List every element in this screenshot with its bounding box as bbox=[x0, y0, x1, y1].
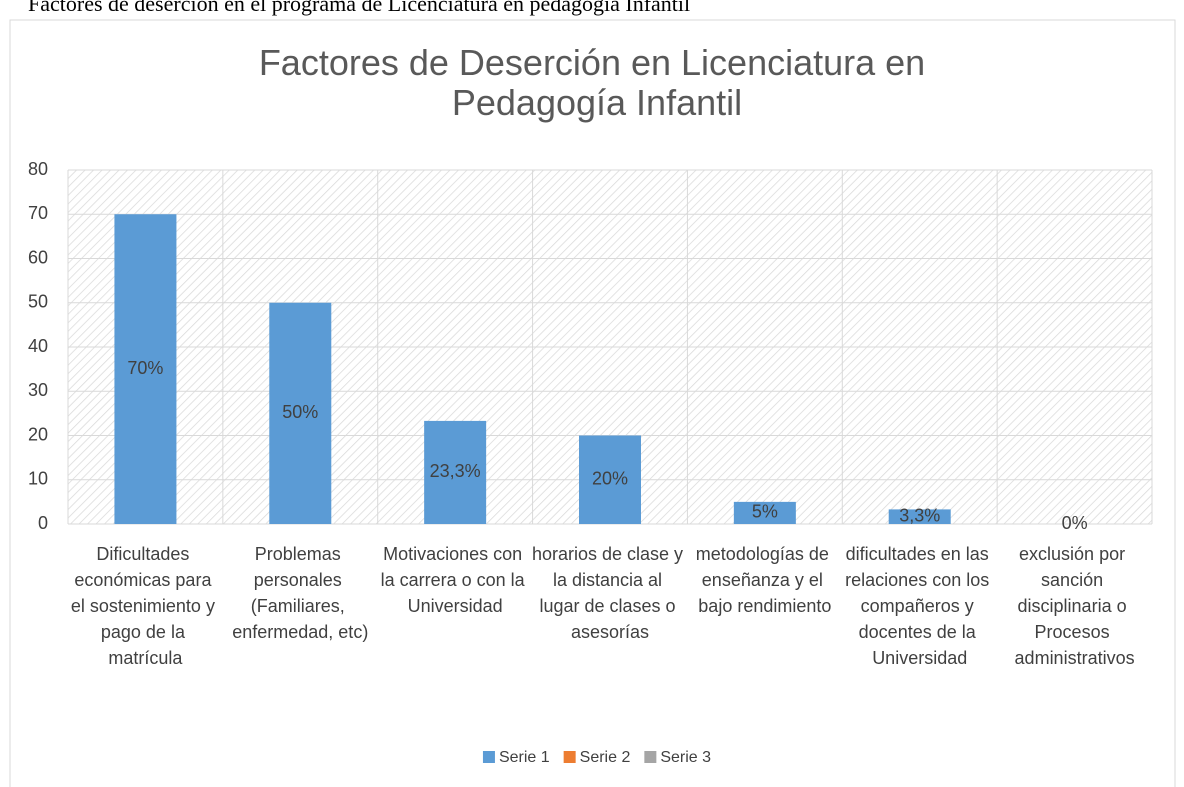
legend-swatch bbox=[482, 751, 495, 763]
y-tick-label: 70 bbox=[28, 203, 48, 223]
y-tick-label: 30 bbox=[28, 380, 48, 400]
data-label: 20% bbox=[592, 469, 628, 489]
data-label: 50% bbox=[282, 402, 318, 422]
x-tick-label: metodologías de enseñanza y el bajo rend… bbox=[696, 544, 834, 616]
data-label: 5% bbox=[752, 502, 778, 522]
y-tick-label: 80 bbox=[28, 159, 48, 179]
legend-label: Serie 1 bbox=[499, 749, 550, 766]
x-tick-label: Motivaciones con la carrera o con la Uni… bbox=[381, 544, 530, 616]
legend-label: Serie 3 bbox=[660, 749, 711, 766]
bar bbox=[579, 435, 641, 524]
chart-title: Factores de Deserción en Licenciatura en… bbox=[259, 42, 935, 123]
legend-label: Serie 2 bbox=[580, 749, 631, 766]
y-tick-label: 20 bbox=[28, 424, 48, 444]
legend: Serie 1 Serie 2 Serie 3 bbox=[482, 749, 711, 766]
x-tick-label: dificultades en las relaciones con los c… bbox=[845, 544, 994, 668]
x-tick-label: Problemas personales (Familiares, enferm… bbox=[232, 544, 368, 642]
bar bbox=[888, 509, 951, 524]
x-tick-label: exclusión por sanción disciplinaria o Pr… bbox=[1015, 544, 1135, 668]
data-label: 3,3% bbox=[899, 505, 940, 525]
y-tick-label: 40 bbox=[28, 336, 48, 356]
x-tick-label: horarios de clase y la distancia al luga… bbox=[532, 544, 688, 642]
bar bbox=[424, 420, 487, 524]
bar bbox=[114, 214, 177, 524]
legend-swatch bbox=[563, 751, 576, 763]
bar bbox=[733, 501, 796, 524]
data-label: 0% bbox=[1062, 513, 1088, 533]
x-tick-label: Dificultades económicas para el sostenim… bbox=[71, 544, 220, 668]
caption: Factores de deserción en el programa de … bbox=[28, 0, 690, 16]
data-label: 70% bbox=[127, 358, 163, 378]
y-tick-label: 60 bbox=[28, 247, 48, 267]
y-tick-label: 0 bbox=[38, 513, 48, 533]
y-tick-label: 50 bbox=[28, 292, 48, 312]
data-label: 23,3% bbox=[430, 461, 481, 481]
bar bbox=[269, 302, 332, 524]
y-tick-label: 10 bbox=[28, 469, 48, 489]
legend-swatch bbox=[644, 751, 657, 763]
